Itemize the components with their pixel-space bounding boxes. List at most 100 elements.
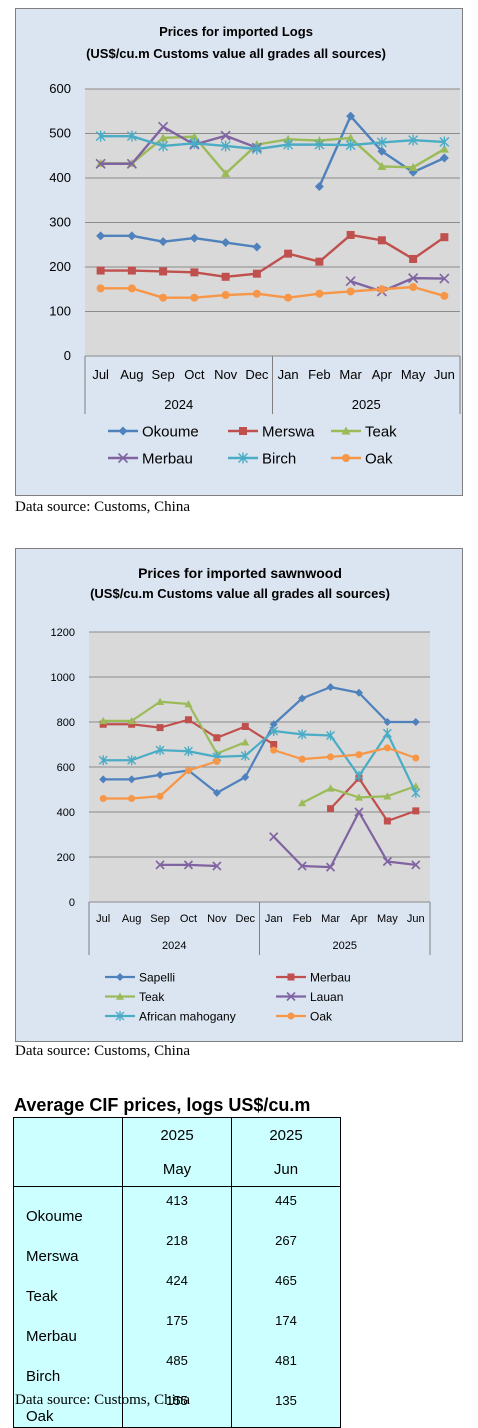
data-point <box>99 720 107 728</box>
data-point <box>346 111 356 121</box>
data-point <box>156 770 165 779</box>
data-point <box>439 153 449 163</box>
x-tick-label: Dec <box>236 913 256 925</box>
data-point <box>283 134 293 143</box>
data-point <box>221 291 230 300</box>
series-line <box>100 134 445 151</box>
data-point <box>284 293 293 302</box>
data-point <box>117 452 129 464</box>
data-point <box>297 729 307 740</box>
data-point <box>241 773 250 782</box>
data-point <box>341 426 351 435</box>
series-line <box>350 276 445 293</box>
logs-chart-panel: Prices for imported Logs (US$/cu.m Custom… <box>15 8 463 496</box>
y-tick-label: 400 <box>57 807 75 819</box>
data-point <box>412 807 420 815</box>
data-point <box>408 162 418 171</box>
data-point <box>346 230 355 239</box>
cell-may: 175 <box>122 1307 232 1347</box>
data-point <box>314 139 325 151</box>
data-point <box>98 755 108 766</box>
data-point <box>345 276 356 287</box>
data-point <box>190 268 199 277</box>
y-tick-label: 600 <box>57 762 75 774</box>
x-group-label: 2024 <box>162 940 186 952</box>
data-point <box>155 860 165 870</box>
legend-label: Birch <box>262 450 296 467</box>
data-point <box>184 700 193 708</box>
table-row: Merbau 175 174 <box>13 1307 341 1347</box>
series-line <box>100 135 445 175</box>
data-point <box>158 133 168 142</box>
data-point <box>270 746 278 754</box>
header-year-jun: 2025 <box>231 1117 341 1152</box>
x-tick-label: Mar <box>339 367 362 382</box>
data-point <box>412 754 420 762</box>
data-point <box>411 718 420 726</box>
data-point <box>238 452 248 464</box>
data-point <box>158 121 169 132</box>
x-tick-label: Nov <box>214 367 238 382</box>
data-point <box>377 236 386 245</box>
data-point <box>159 293 168 302</box>
data-point <box>116 992 124 1000</box>
data-point <box>240 750 250 761</box>
cell-jun: 174 <box>231 1307 341 1347</box>
data-point <box>298 799 307 807</box>
legend-label: Merbau <box>310 970 351 984</box>
data-point <box>252 242 262 252</box>
chart-subtitle: (US$/cu.m Customs value all grades all s… <box>86 46 386 61</box>
x-tick-label: Apr <box>350 913 367 925</box>
y-tick-label: 500 <box>49 126 71 141</box>
data-point <box>346 133 356 142</box>
series-line <box>100 233 446 278</box>
legend-label: Lauan <box>310 990 343 1004</box>
x-group-label: 2025 <box>352 397 381 412</box>
series-line <box>103 700 246 755</box>
data-point <box>315 289 324 298</box>
data-point <box>382 728 392 739</box>
data-point <box>252 289 261 298</box>
data-point <box>220 130 231 141</box>
y-tick-label: 0 <box>64 348 71 363</box>
data-point <box>287 973 295 981</box>
cell-jun: 135 <box>231 1387 341 1428</box>
data-point <box>95 130 106 142</box>
data-point <box>189 233 199 243</box>
data-point <box>96 231 106 241</box>
y-tick-label: 600 <box>49 81 71 96</box>
data-point <box>269 726 279 736</box>
legend-label: Merbau <box>142 450 193 467</box>
y-tick-label: 200 <box>49 259 71 274</box>
x-tick-label: Dec <box>245 367 269 382</box>
data-point <box>298 755 306 763</box>
table-data-source: Data source: Customs, China <box>15 1392 190 1408</box>
x-tick-label: Aug <box>120 367 143 382</box>
data-point <box>409 283 418 292</box>
data-point <box>116 973 124 981</box>
data-point <box>439 273 450 284</box>
row-label: Merswa <box>13 1227 123 1267</box>
data-point <box>354 807 364 817</box>
data-point <box>408 273 419 284</box>
data-point <box>377 146 387 156</box>
sawnwood-chart: Prices for imported sawnwood (US$/cu.m Cu… <box>51 565 431 1023</box>
table-row: Oak 155 135 <box>13 1387 341 1428</box>
data-point <box>220 140 231 152</box>
data-point <box>241 723 249 730</box>
y-tick-label: 200 <box>57 852 75 864</box>
y-tick-label: 1200 <box>51 627 75 639</box>
cell-may: 218 <box>122 1227 232 1267</box>
table-row: Teak 424 465 <box>13 1267 341 1307</box>
row-label: Teak <box>13 1267 123 1307</box>
chart-title: Prices for imported sawnwood <box>138 565 342 581</box>
header-empty-2 <box>13 1152 123 1187</box>
data-point <box>408 134 419 146</box>
data-point <box>221 169 231 178</box>
data-point <box>314 181 324 191</box>
x-tick-label: Feb <box>293 913 312 925</box>
x-tick-label: Mar <box>321 913 340 925</box>
data-point <box>383 817 391 825</box>
data-point <box>325 862 336 872</box>
legend-label: Okoume <box>142 423 199 440</box>
